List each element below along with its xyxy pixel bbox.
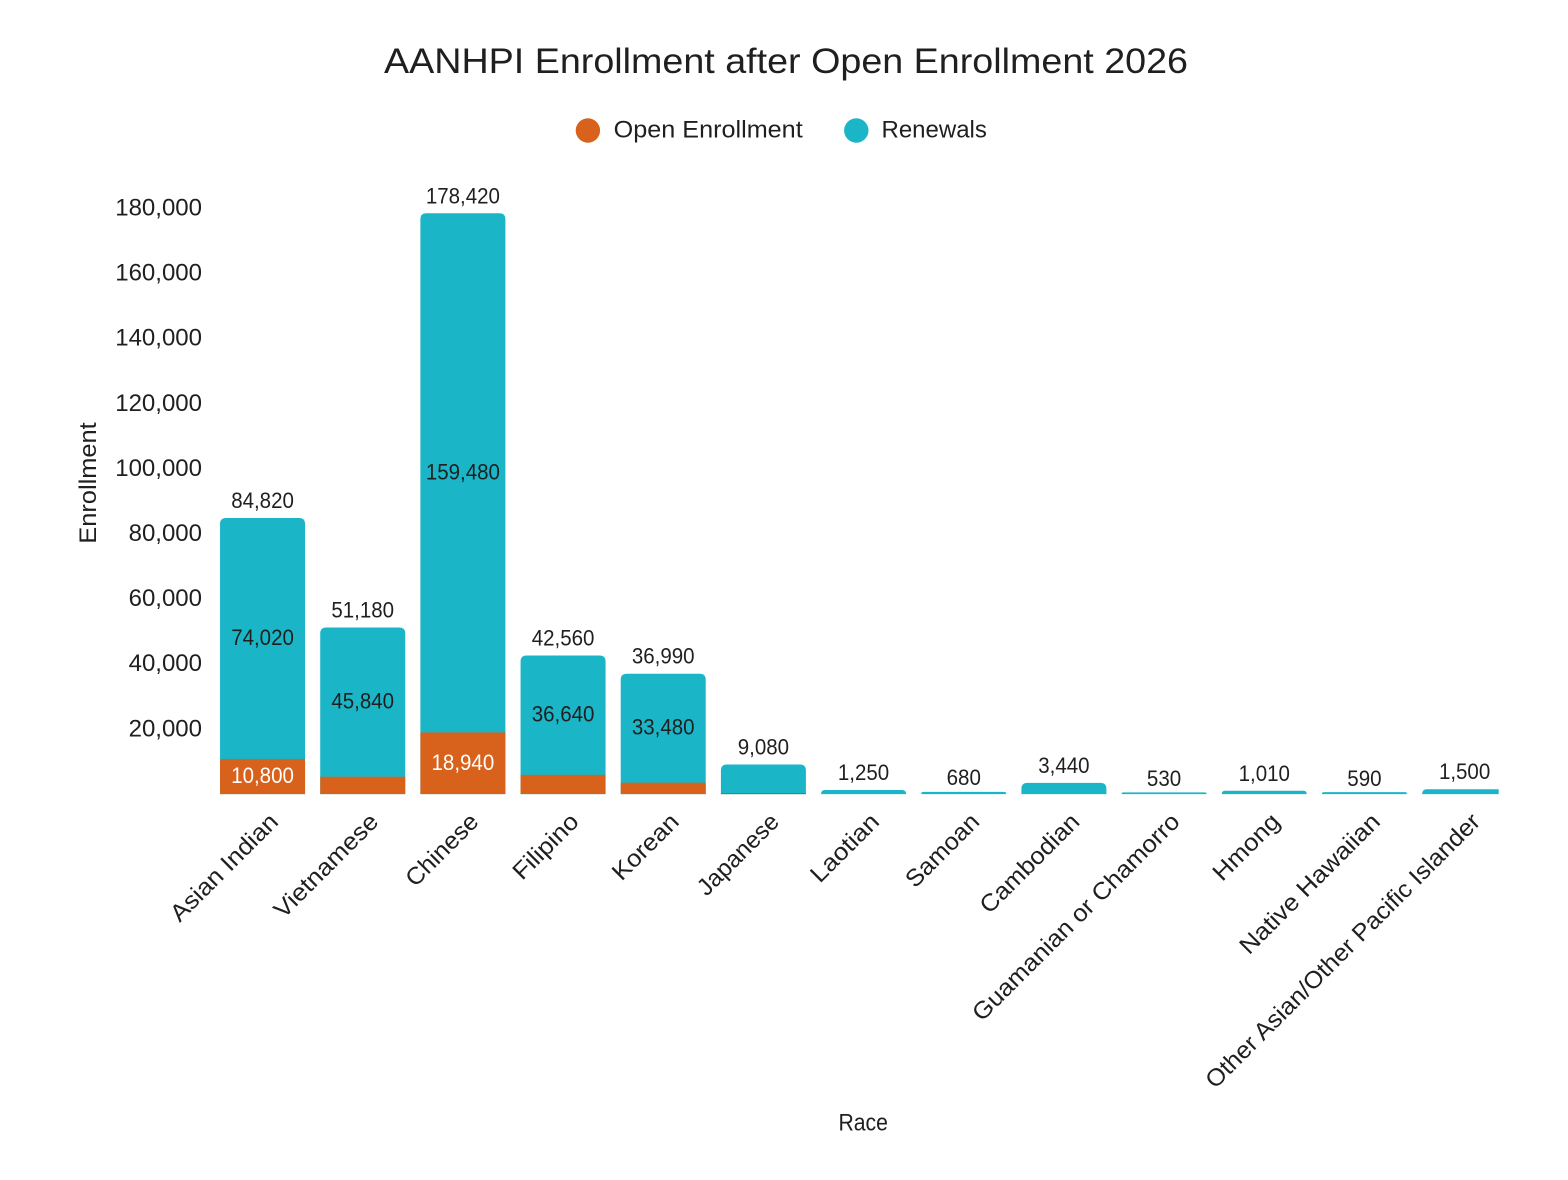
svg-text:10,800: 10,800 [231, 763, 294, 788]
svg-text:530: 530 [1147, 766, 1181, 791]
svg-text:18,940: 18,940 [432, 750, 495, 775]
svg-text:84,820: 84,820 [231, 488, 294, 513]
svg-text:51,180: 51,180 [331, 597, 394, 622]
svg-text:20,000: 20,000 [129, 715, 202, 742]
svg-text:74,020: 74,020 [231, 625, 294, 650]
svg-text:42,560: 42,560 [532, 626, 595, 651]
svg-text:45,840: 45,840 [331, 689, 394, 714]
svg-text:9,080: 9,080 [738, 735, 789, 760]
svg-text:36,640: 36,640 [532, 702, 595, 727]
svg-text:180,000: 180,000 [115, 194, 202, 221]
svg-text:1,500: 1,500 [1439, 759, 1490, 784]
svg-text:120,000: 120,000 [115, 390, 202, 417]
svg-text:3,440: 3,440 [1038, 753, 1089, 778]
svg-text:160,000: 160,000 [115, 260, 202, 287]
svg-text:Race: Race [838, 1109, 888, 1136]
svg-text:1,250: 1,250 [838, 760, 889, 785]
svg-text:1,010: 1,010 [1239, 761, 1290, 786]
svg-text:100,000: 100,000 [115, 455, 202, 482]
svg-text:AANHPI Enrollment after Open E: AANHPI Enrollment after Open Enrollment … [384, 42, 1188, 81]
svg-text:36,990: 36,990 [632, 644, 695, 669]
svg-text:40,000: 40,000 [129, 650, 202, 677]
svg-text:Renewals: Renewals [882, 116, 987, 143]
svg-text:80,000: 80,000 [129, 520, 202, 547]
svg-text:178,420: 178,420 [426, 183, 500, 208]
svg-text:159,480: 159,480 [426, 459, 500, 484]
svg-text:Open Enrollment: Open Enrollment [614, 116, 803, 143]
svg-text:140,000: 140,000 [115, 325, 202, 352]
svg-text:33,480: 33,480 [632, 715, 695, 740]
svg-text:Enrollment: Enrollment [75, 422, 102, 544]
svg-text:590: 590 [1347, 766, 1381, 791]
svg-text:680: 680 [947, 765, 981, 790]
svg-text:60,000: 60,000 [129, 585, 202, 612]
